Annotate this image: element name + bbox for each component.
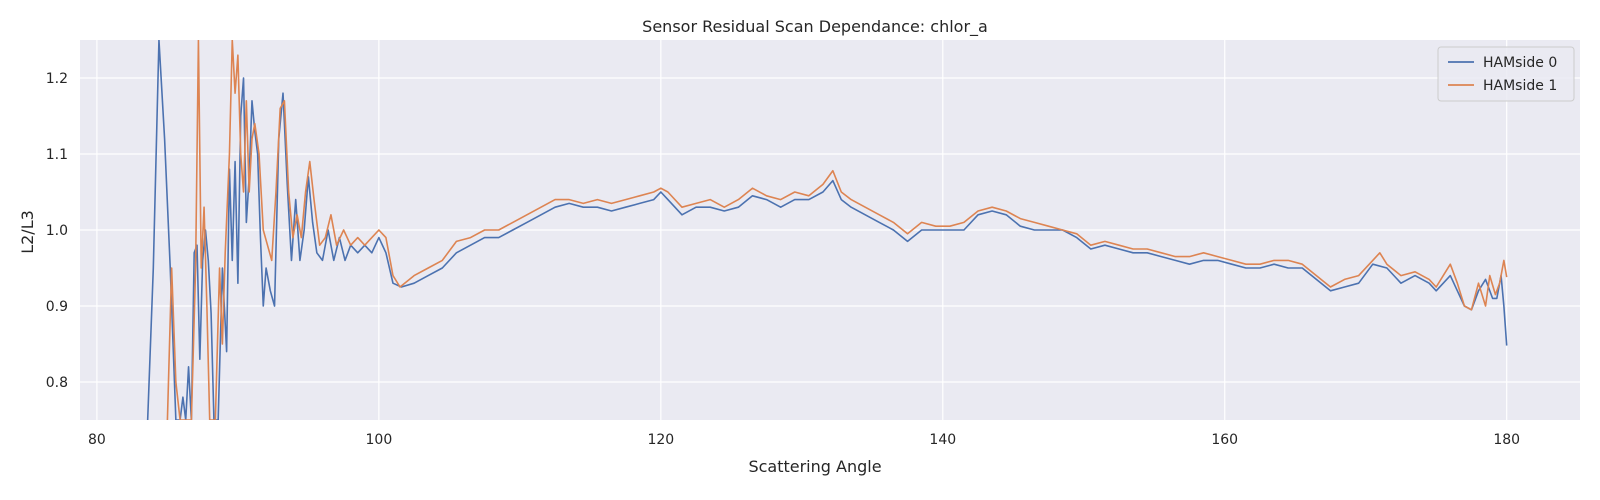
x-axis-label: Scattering Angle bbox=[748, 457, 881, 476]
y-tick-label: 0.8 bbox=[46, 375, 68, 391]
y-tick-label: 1.1 bbox=[46, 147, 68, 163]
legend-label: HAMside 0 bbox=[1483, 55, 1557, 71]
series-line-hamside-0 bbox=[146, 40, 1508, 420]
series-line-hamside-1 bbox=[166, 40, 1508, 420]
y-tick-label: 0.9 bbox=[46, 299, 68, 315]
x-tick-label: 100 bbox=[366, 432, 393, 448]
y-axis-ticks: 0.8 0.9 1.0 1.1 1.2 bbox=[46, 71, 68, 391]
legend: HAMside 0 HAMside 1 bbox=[1437, 46, 1575, 102]
x-axis-ticks: 80 100 120 140 160 180 bbox=[88, 432, 1520, 448]
x-tick-label: 180 bbox=[1493, 432, 1520, 448]
y-axis-label: L2/L3 bbox=[18, 210, 37, 254]
series-layer bbox=[146, 40, 1508, 420]
x-tick-label: 120 bbox=[647, 432, 674, 448]
y-tick-label: 1.0 bbox=[46, 223, 68, 239]
grid-lines bbox=[80, 40, 1580, 420]
legend-label: HAMside 1 bbox=[1483, 78, 1557, 94]
x-tick-label: 140 bbox=[929, 432, 956, 448]
x-tick-label: 80 bbox=[88, 432, 106, 448]
chart-title: Sensor Residual Scan Dependance: chlor_a bbox=[642, 17, 988, 37]
x-tick-label: 160 bbox=[1211, 432, 1238, 448]
legend-box bbox=[1437, 46, 1575, 102]
y-tick-label: 1.2 bbox=[46, 71, 68, 87]
